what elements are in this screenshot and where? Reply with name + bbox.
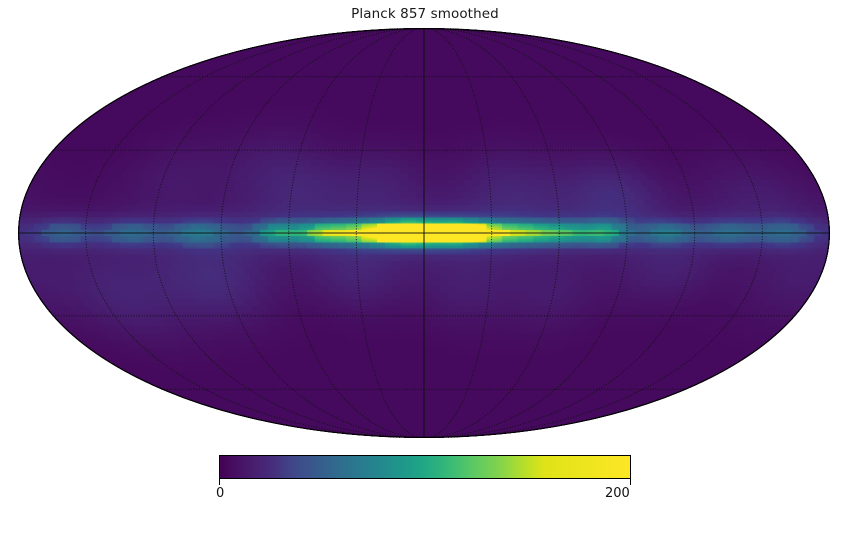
colorbar-tick-max: [629, 479, 631, 485]
page-title: Planck 857 smoothed: [351, 6, 499, 22]
sky-map[interactable]: [18, 28, 830, 438]
colorbar-tick-min: [219, 479, 221, 485]
mollweide-projection-canvas[interactable]: [18, 28, 830, 438]
colorbar: 0 200: [216, 455, 631, 501]
colorbar-gradient: [219, 455, 631, 479]
colorbar-label-min: 0: [216, 486, 225, 501]
colorbar-label-max: 200: [605, 486, 630, 501]
